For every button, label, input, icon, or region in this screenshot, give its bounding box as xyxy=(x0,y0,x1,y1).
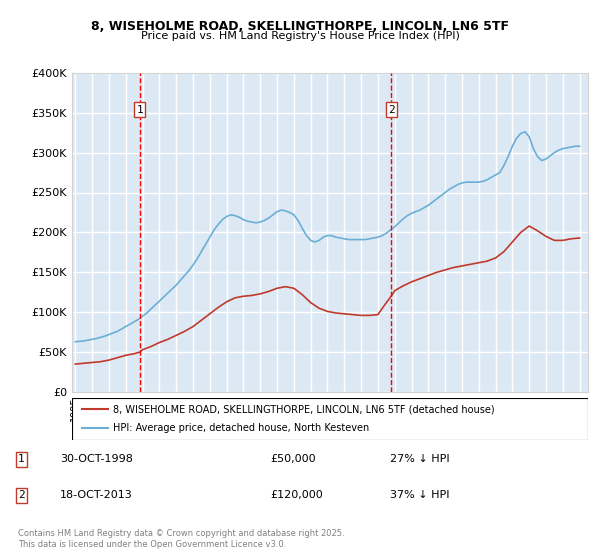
Text: 37% ↓ HPI: 37% ↓ HPI xyxy=(390,491,449,501)
Text: Contains HM Land Registry data © Crown copyright and database right 2025.
This d: Contains HM Land Registry data © Crown c… xyxy=(18,529,344,549)
Text: 1: 1 xyxy=(136,105,143,114)
Text: 27% ↓ HPI: 27% ↓ HPI xyxy=(390,454,449,464)
Text: HPI: Average price, detached house, North Kesteven: HPI: Average price, detached house, Nort… xyxy=(113,423,370,433)
Text: 8, WISEHOLME ROAD, SKELLINGTHORPE, LINCOLN, LN6 5TF: 8, WISEHOLME ROAD, SKELLINGTHORPE, LINCO… xyxy=(91,20,509,32)
Text: Price paid vs. HM Land Registry's House Price Index (HPI): Price paid vs. HM Land Registry's House … xyxy=(140,31,460,41)
Text: 18-OCT-2013: 18-OCT-2013 xyxy=(60,491,133,501)
Text: £50,000: £50,000 xyxy=(270,454,316,464)
Text: 2: 2 xyxy=(388,105,395,114)
Text: 2: 2 xyxy=(18,491,25,501)
FancyBboxPatch shape xyxy=(72,398,588,440)
Text: 1: 1 xyxy=(18,454,25,464)
Text: 30-OCT-1998: 30-OCT-1998 xyxy=(60,454,133,464)
Text: £120,000: £120,000 xyxy=(270,491,323,501)
Text: 8, WISEHOLME ROAD, SKELLINGTHORPE, LINCOLN, LN6 5TF (detached house): 8, WISEHOLME ROAD, SKELLINGTHORPE, LINCO… xyxy=(113,404,495,414)
